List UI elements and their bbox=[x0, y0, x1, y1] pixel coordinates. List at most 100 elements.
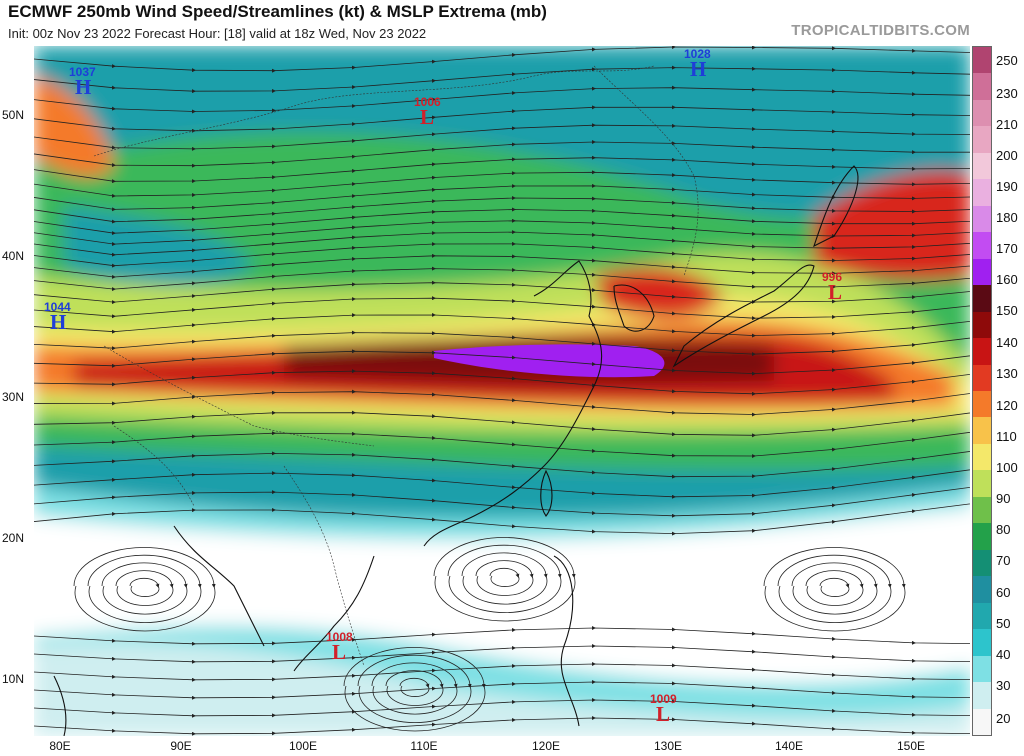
streamline bbox=[73, 547, 216, 632]
colorbar-label: 80 bbox=[996, 522, 1011, 537]
colorbar-segment bbox=[973, 602, 991, 630]
streamline bbox=[34, 662, 970, 682]
lon-label: 90E bbox=[170, 739, 192, 753]
colorbar-label: 130 bbox=[996, 366, 1018, 381]
streamline bbox=[34, 389, 970, 417]
colorbar-label: 190 bbox=[996, 179, 1018, 194]
low-pressure-value: 1008 bbox=[326, 630, 353, 644]
high-pressure-marker: H bbox=[50, 310, 66, 334]
colorbar-segment bbox=[973, 708, 991, 735]
lat-label: 50N bbox=[2, 108, 25, 122]
colorbar-label: 40 bbox=[996, 647, 1011, 662]
colorbar-segment bbox=[973, 258, 991, 286]
colorbar-label: 90 bbox=[996, 491, 1011, 506]
colorbar-segment bbox=[973, 681, 991, 709]
lat-label: 40N bbox=[2, 249, 25, 263]
streamline bbox=[115, 570, 174, 606]
colorbar-segment bbox=[973, 152, 991, 180]
streamline bbox=[34, 716, 970, 736]
streamline bbox=[34, 469, 970, 499]
streamline bbox=[791, 562, 878, 615]
colorbar-label: 50 bbox=[996, 616, 1011, 631]
low-pressure-value: 996 bbox=[822, 270, 842, 284]
colorbar-segment bbox=[973, 628, 991, 656]
low-pressure-marker: L bbox=[656, 702, 670, 726]
colorbar-segment bbox=[973, 655, 991, 683]
colorbar-segment bbox=[973, 364, 991, 391]
lon-label: 100E bbox=[288, 739, 318, 753]
colorbar-label: 110 bbox=[996, 429, 1017, 444]
low-pressure-value: 1009 bbox=[650, 692, 677, 706]
low-pressure-marker: L bbox=[828, 280, 842, 304]
lat-label: 20N bbox=[2, 531, 25, 545]
colorbar-segment bbox=[973, 337, 991, 365]
lon-label: 150E bbox=[896, 739, 926, 753]
colorbar-segment bbox=[973, 496, 991, 524]
colorbar-segment bbox=[973, 575, 991, 603]
colorbar-label: 70 bbox=[996, 553, 1011, 568]
high-pressure-value: 1037 bbox=[69, 65, 96, 79]
colorbar-label: 30 bbox=[996, 678, 1011, 693]
streamline bbox=[763, 547, 906, 632]
header-bar: ECMWF 250mb Wind Speed/Streamlines (kt) … bbox=[0, 0, 1024, 46]
colorbar-label: 250 bbox=[996, 53, 1018, 68]
colorbar-label: 230 bbox=[996, 86, 1018, 101]
colorbar-segment bbox=[973, 390, 991, 418]
lon-label: 130E bbox=[653, 739, 683, 753]
colorbar-segment bbox=[973, 469, 991, 497]
lon-label: 120E bbox=[531, 739, 561, 753]
streamline bbox=[34, 486, 970, 518]
high-pressure-value: 1028 bbox=[684, 47, 711, 61]
colorbar-segment bbox=[973, 311, 991, 339]
streamline bbox=[129, 577, 160, 597]
low-pressure-marker: L bbox=[332, 640, 346, 664]
colorbar-segment bbox=[973, 549, 991, 577]
streamline bbox=[819, 577, 850, 597]
streamline bbox=[475, 560, 534, 596]
lon-label: 140E bbox=[774, 739, 804, 753]
colorbar-segment bbox=[973, 125, 991, 153]
streamline bbox=[101, 562, 188, 615]
colorbar-segment bbox=[973, 178, 991, 206]
colorbar-label: 200 bbox=[996, 148, 1018, 163]
colorbar-label: 100 bbox=[996, 460, 1018, 475]
colorbar-label: 120 bbox=[996, 398, 1018, 413]
streamline bbox=[34, 451, 970, 479]
colorbar bbox=[972, 46, 992, 736]
colorbar-segment bbox=[973, 72, 991, 100]
streamline bbox=[461, 552, 548, 605]
colorbar-segment bbox=[973, 443, 991, 471]
lon-label: 110E bbox=[410, 739, 438, 753]
colorbar-segment bbox=[973, 205, 991, 233]
streamline bbox=[447, 544, 562, 613]
streamline bbox=[87, 554, 202, 623]
high-pressure-value: 1044 bbox=[44, 300, 71, 314]
colorbar-segment bbox=[973, 99, 991, 127]
streamline bbox=[34, 369, 970, 396]
streamline bbox=[805, 570, 864, 606]
colorbar-segment bbox=[973, 522, 991, 550]
low-pressure-value: 1006 bbox=[414, 95, 441, 109]
colorbar-segment bbox=[973, 46, 991, 74]
map-title: ECMWF 250mb Wind Speed/Streamlines (kt) … bbox=[8, 2, 547, 21]
colorbar-label: 160 bbox=[996, 272, 1018, 287]
streamline bbox=[433, 537, 576, 622]
colorbar-label: 150 bbox=[996, 303, 1018, 318]
lon-label: 80E bbox=[49, 739, 71, 753]
colorbar-label: 210 bbox=[996, 117, 1018, 132]
colorbar-segment bbox=[973, 284, 991, 312]
streamline bbox=[34, 503, 970, 536]
colorbar-segment bbox=[973, 416, 991, 444]
streamline bbox=[777, 554, 892, 623]
streamline bbox=[34, 410, 970, 438]
coastlines bbox=[53, 165, 859, 736]
streamline bbox=[34, 431, 970, 459]
streamline bbox=[34, 698, 970, 718]
map-panel: 1037 H 1028 H 1006 L 1044 H 996 L 1008 L 1009 L bbox=[34, 46, 970, 736]
lat-label: 30N bbox=[2, 390, 25, 404]
colorbar-label: 140 bbox=[996, 335, 1018, 350]
colorbar-label: 60 bbox=[996, 585, 1011, 600]
high-pressure-marker: H bbox=[690, 57, 706, 81]
colorbar-label: 170 bbox=[996, 241, 1018, 256]
